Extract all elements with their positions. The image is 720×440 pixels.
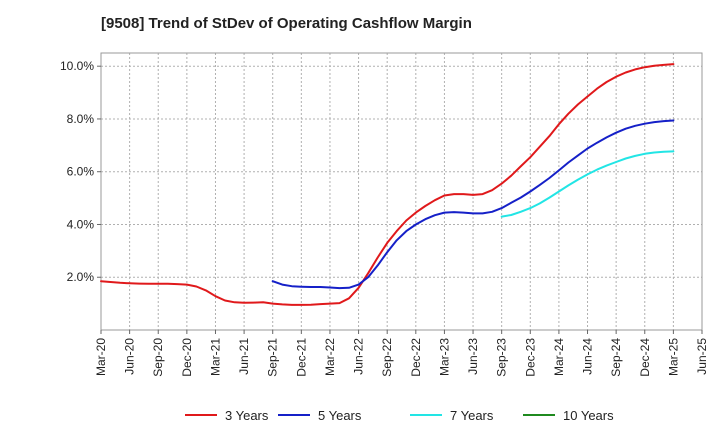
x-tick-label: Mar-21: [208, 338, 222, 376]
legend-label-7-years: 7 Years: [450, 408, 494, 423]
series-line-5-years: [271, 119, 675, 290]
x-axis: Mar-20 Jun-20 Sep-20 Dec-20 Mar-21 Jun-21 Sep-…: [94, 330, 709, 377]
x-tick-label: Mar-24: [552, 338, 566, 376]
x-tick-label: Dec-21: [294, 338, 308, 377]
gridlines: [100, 53, 703, 330]
y-tick-label: 2.0%: [67, 270, 95, 284]
x-tick-label: Sep-23: [495, 338, 509, 377]
chart-title: [9508] Trend of StDev of Operating Cashf…: [101, 15, 472, 32]
y-tick-label: 4.0%: [67, 217, 95, 231]
legend: 3 Years 5 Years 7 Years 10 Years: [185, 408, 614, 423]
x-tick-label: Jun-24: [581, 338, 595, 375]
series-line-3-years: [100, 63, 675, 306]
x-tick-label: Jun-21: [237, 338, 251, 375]
x-tick-label: Sep-24: [609, 338, 623, 377]
x-tick-label: Dec-23: [523, 338, 537, 377]
legend-label-3-years: 3 Years: [225, 408, 269, 423]
x-tick-label: Sep-22: [380, 338, 394, 377]
x-tick-label: Jun-22: [352, 338, 366, 375]
x-tick-label: Mar-22: [323, 338, 337, 376]
y-tick-label: 8.0%: [67, 112, 95, 126]
x-tick-label: Dec-24: [638, 338, 652, 377]
x-tick-label: Mar-23: [437, 338, 451, 376]
legend-label-10-years: 10 Years: [563, 408, 614, 423]
x-tick-label: Dec-22: [409, 338, 423, 377]
x-tick-label: Mar-20: [94, 338, 108, 376]
x-tick-label: Sep-21: [266, 338, 280, 377]
x-tick-label: Jun-20: [123, 338, 137, 375]
x-tick-label: Mar-25: [666, 338, 680, 376]
series-line-7-years: [500, 150, 675, 218]
series-lines: [100, 63, 675, 306]
y-tick-label: 6.0%: [67, 165, 95, 179]
x-tick-label: Jun-25: [695, 338, 709, 375]
x-tick-label: Sep-20: [151, 338, 165, 377]
plot-area: [100, 52, 703, 331]
x-tick-label: Dec-20: [180, 338, 194, 377]
y-tick-label: 10.0%: [60, 59, 94, 73]
legend-label-5-years: 5 Years: [318, 408, 362, 423]
y-axis: 2.0% 4.0% 6.0% 8.0% 10.0%: [60, 59, 101, 284]
x-tick-label: Jun-23: [466, 338, 480, 375]
